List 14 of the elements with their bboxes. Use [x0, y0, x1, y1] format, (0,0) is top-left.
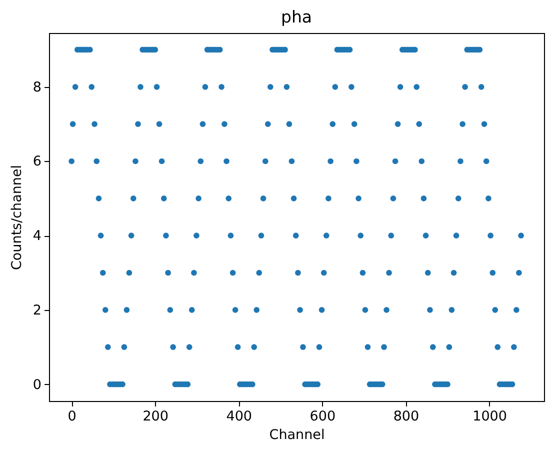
x-tick-label: 400: [226, 408, 252, 424]
x-axis-title: Channel: [269, 427, 325, 443]
y-tick-label: 2: [32, 302, 42, 318]
y-axis-title: Counts/channel: [8, 164, 25, 270]
y-tick-label: 6: [32, 154, 42, 170]
y-tick-label: 8: [32, 79, 42, 96]
x-tick-label: 1000: [472, 408, 507, 424]
x-tick-label: 800: [393, 408, 420, 424]
chart-title: pha: [280, 8, 312, 26]
y-tick-label: 4: [32, 228, 42, 244]
x-tick-label: 600: [310, 408, 336, 424]
x-tick-label: 200: [142, 408, 168, 424]
y-tick-label: 0: [32, 376, 42, 393]
x-tick-label: 0: [68, 408, 76, 424]
